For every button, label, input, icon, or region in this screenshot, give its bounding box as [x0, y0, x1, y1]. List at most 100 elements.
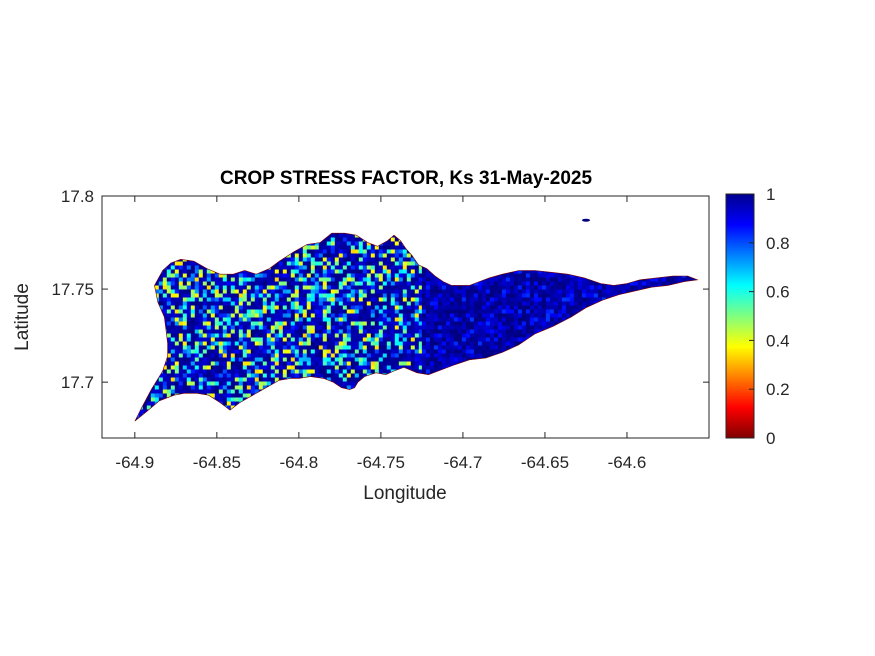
field-cell — [274, 277, 280, 283]
field-cell — [182, 357, 188, 363]
field-cell — [429, 289, 435, 295]
field-cell — [386, 245, 392, 251]
field-cell — [414, 361, 420, 367]
field-cell — [238, 349, 244, 355]
field-cell — [254, 357, 260, 363]
field-cell — [266, 305, 272, 311]
field-cell — [553, 277, 559, 283]
field-cell — [266, 349, 272, 355]
field-cell — [194, 321, 200, 327]
field-cell — [254, 301, 260, 307]
field-cell — [358, 257, 364, 263]
field-cell — [282, 305, 288, 311]
field-cell — [641, 281, 647, 287]
field-cell — [378, 361, 384, 367]
field-cell — [370, 325, 376, 331]
field-cell — [441, 297, 447, 303]
field-cell — [230, 401, 236, 407]
field-cell — [266, 377, 272, 383]
field-cell — [202, 353, 208, 359]
field-cell — [226, 305, 232, 311]
field-cell — [270, 353, 276, 359]
field-cell — [465, 305, 471, 311]
field-cell — [210, 353, 216, 359]
field-cell — [418, 349, 424, 355]
field-cell — [174, 381, 180, 387]
field-cell — [230, 337, 236, 343]
field-cell — [394, 341, 400, 347]
field-cell — [318, 289, 324, 295]
field-cell — [238, 273, 244, 279]
field-cell — [314, 309, 320, 315]
field-cell — [350, 369, 356, 375]
field-cell — [238, 345, 244, 351]
field-cell — [601, 285, 607, 291]
field-cell — [278, 337, 284, 343]
field-cell — [342, 277, 348, 283]
field-cell — [382, 269, 388, 275]
field-cell — [150, 401, 156, 407]
field-cell — [298, 337, 304, 343]
field-cell — [254, 281, 260, 287]
field-cell — [354, 357, 360, 363]
field-cell — [226, 277, 232, 283]
field-cell — [262, 281, 268, 287]
field-cell — [226, 297, 232, 303]
field-cell — [358, 305, 364, 311]
field-cell — [266, 345, 272, 351]
field-cell — [342, 301, 348, 307]
field-cell — [214, 385, 220, 391]
field-cell — [326, 377, 332, 383]
field-cell — [497, 301, 503, 307]
field-cell — [266, 293, 272, 299]
field-cell — [350, 377, 356, 383]
field-cell — [378, 277, 384, 283]
field-cell — [322, 313, 328, 319]
field-cell — [218, 353, 224, 359]
field-cell — [641, 285, 647, 291]
field-cell — [230, 317, 236, 323]
field-cell — [310, 249, 316, 255]
field-cell — [489, 277, 495, 283]
field-cell — [557, 285, 563, 291]
field-cell — [386, 249, 392, 255]
field-cell — [338, 245, 344, 251]
field-cell — [298, 361, 304, 367]
field-cell — [513, 285, 519, 291]
field-cell — [445, 285, 451, 291]
field-cell — [358, 285, 364, 291]
field-cell — [338, 369, 344, 375]
field-cell — [354, 249, 360, 255]
field-cell — [394, 269, 400, 275]
field-cell — [230, 345, 236, 351]
field-cell — [198, 357, 204, 363]
field-cell — [218, 321, 224, 327]
field-cell — [334, 237, 340, 243]
field-cell — [182, 381, 188, 387]
field-cell — [342, 257, 348, 263]
field-cell — [294, 333, 300, 339]
field-cell — [338, 265, 344, 271]
field-cell — [206, 325, 212, 331]
field-cell — [366, 365, 372, 371]
field-cell — [346, 241, 352, 247]
field-cell — [370, 329, 376, 335]
field-cell — [346, 353, 352, 359]
field-cell — [202, 289, 208, 295]
field-cell — [246, 329, 252, 335]
field-cell — [334, 249, 340, 255]
field-cell — [222, 317, 228, 323]
field-cell — [350, 273, 356, 279]
field-cell — [350, 285, 356, 291]
field-cell — [402, 317, 408, 323]
field-cell — [298, 373, 304, 379]
field-cell — [174, 305, 180, 311]
field-cell — [262, 293, 268, 299]
field-cell — [290, 289, 296, 295]
field-cell — [414, 289, 420, 295]
field-cell — [382, 369, 388, 375]
field-cell — [410, 309, 416, 315]
field-cell — [489, 281, 495, 287]
field-cell — [282, 329, 288, 335]
field-cell — [358, 245, 364, 251]
